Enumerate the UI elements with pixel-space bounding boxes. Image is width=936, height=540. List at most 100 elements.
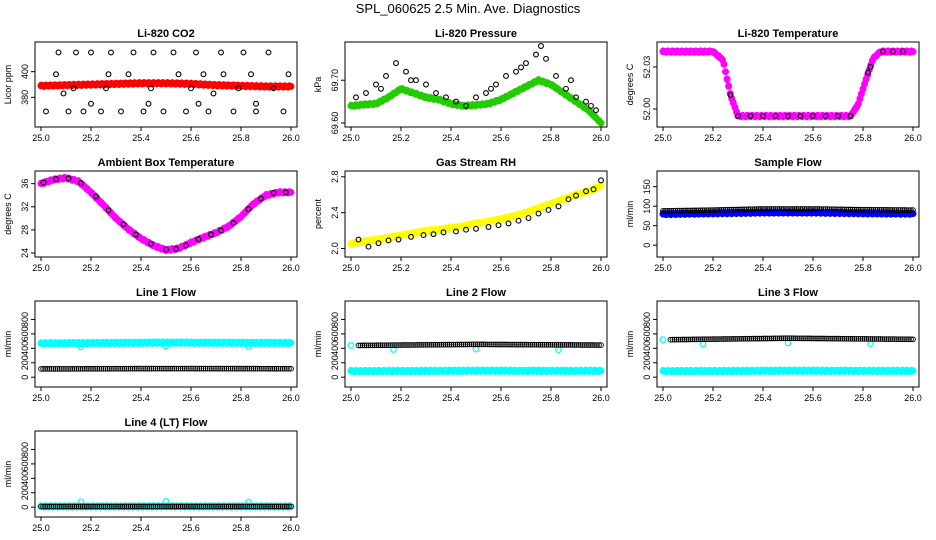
data-point <box>173 246 179 252</box>
data-point <box>772 113 779 119</box>
data-point <box>218 227 224 234</box>
x-tick-label: 25.6 <box>492 133 510 143</box>
y-tick-label: 0 <box>20 505 30 510</box>
x-tick-label: 25.2 <box>82 263 100 273</box>
data-point <box>365 243 372 250</box>
x-tick-label: 25.6 <box>182 133 200 143</box>
x-tick-label: 25.8 <box>854 393 872 403</box>
data-point <box>822 113 829 119</box>
data-point <box>860 87 866 94</box>
x-tick-label: 26.0 <box>904 263 922 273</box>
data-point <box>130 49 137 56</box>
plot-panel-line1: Line 1 Flow 25.0 25.2 25.4 25.6 25.8 26.0 0 2004… <box>3 287 300 403</box>
data-point <box>195 100 202 107</box>
data-point <box>208 231 214 238</box>
x-tick-label: 25.0 <box>342 393 360 403</box>
data-point <box>118 108 124 115</box>
data-point <box>140 108 147 115</box>
data-point <box>133 231 139 238</box>
data-point <box>253 100 259 107</box>
plot-panel-line3: Line 3 Flow 25.0 25.2 25.4 25.6 25.8 26.0 0 2004… <box>625 287 922 403</box>
data-point <box>195 236 202 243</box>
series-0 <box>37 338 295 351</box>
data-point <box>543 55 549 62</box>
x-tick-label: 25.4 <box>754 263 772 273</box>
data-point <box>108 49 114 56</box>
data-point <box>245 206 252 213</box>
data-point <box>900 48 906 55</box>
x-tick-label: 25.6 <box>182 523 200 533</box>
data-point <box>525 215 532 221</box>
outlier-point <box>555 346 562 354</box>
data-point <box>65 175 72 182</box>
data-point <box>721 60 727 66</box>
x-tick-label: 26.0 <box>282 393 300 403</box>
data-point <box>183 242 189 249</box>
data-point <box>93 193 99 200</box>
data-point <box>393 60 399 67</box>
data-point <box>288 340 294 346</box>
series-0 <box>659 47 917 121</box>
y-tick-label: 600 <box>642 326 652 341</box>
data-point <box>105 71 112 78</box>
x-tick-label: 25.6 <box>492 263 510 273</box>
x-tick-label: 25.8 <box>232 263 250 273</box>
data-point <box>170 49 177 56</box>
data-point <box>88 100 94 107</box>
series-1 <box>38 503 294 510</box>
data-point <box>433 90 439 97</box>
x-tick-label: 25.4 <box>754 133 772 143</box>
data-point <box>593 107 599 114</box>
y-tick-label: 24 <box>20 248 30 258</box>
plot-panel-co2: Li-820 CO2 25.0 25.2 25.4 25.6 25.8 26.0 380 400… <box>3 28 300 143</box>
data-point <box>573 94 579 101</box>
y-tick-label: 52.03 <box>642 56 652 79</box>
data-point <box>533 51 539 58</box>
data-point <box>598 183 604 189</box>
x-tick-label: 25.0 <box>654 263 672 273</box>
plot-title: Li-820 CO2 <box>137 28 194 40</box>
series-0 <box>347 182 605 248</box>
data-point <box>148 85 154 92</box>
data-point <box>125 71 132 78</box>
plot-frame <box>344 41 608 128</box>
x-tick-label: 26.0 <box>282 523 300 533</box>
data-point <box>463 102 469 109</box>
data-point <box>270 189 277 196</box>
data-point <box>747 113 754 119</box>
data-point <box>453 98 459 105</box>
data-point <box>253 108 259 115</box>
data-point <box>855 102 861 109</box>
x-tick-label: 25.4 <box>132 263 150 273</box>
series-1 <box>38 365 294 372</box>
x-tick-label: 26.0 <box>592 133 610 143</box>
y-tick-label: 600 <box>330 326 340 341</box>
data-point <box>413 77 419 84</box>
data-point <box>105 207 112 214</box>
data-point <box>248 71 254 78</box>
y-tick-label: 69.70 <box>330 69 340 92</box>
data-point <box>727 92 734 98</box>
data-point <box>280 108 287 115</box>
y-tick-label: 380 <box>20 90 30 105</box>
data-point <box>735 113 741 119</box>
y-tick-label: 200 <box>20 485 30 500</box>
data-point <box>568 77 574 84</box>
data-point <box>880 48 886 55</box>
data-point <box>505 220 512 227</box>
x-tick-label: 25.2 <box>704 263 722 273</box>
x-tick-label: 25.4 <box>442 263 460 273</box>
y-tick-label: 200 <box>330 355 340 370</box>
data-point <box>285 71 292 78</box>
data-point <box>867 64 874 70</box>
y-tick-label: 400 <box>20 341 30 356</box>
plot-frame <box>344 170 608 258</box>
plot-panel-line4: Line 4 (LT) Flow 25.0 25.2 25.4 25.6 25.8 26.0… <box>3 417 300 533</box>
series-1 <box>43 49 292 115</box>
x-tick-label: 25.6 <box>492 393 510 403</box>
data-point <box>408 77 414 84</box>
y-tick-label: 52.00 <box>642 98 652 121</box>
data-point <box>80 108 87 115</box>
data-point <box>485 224 492 230</box>
data-point <box>890 48 896 55</box>
